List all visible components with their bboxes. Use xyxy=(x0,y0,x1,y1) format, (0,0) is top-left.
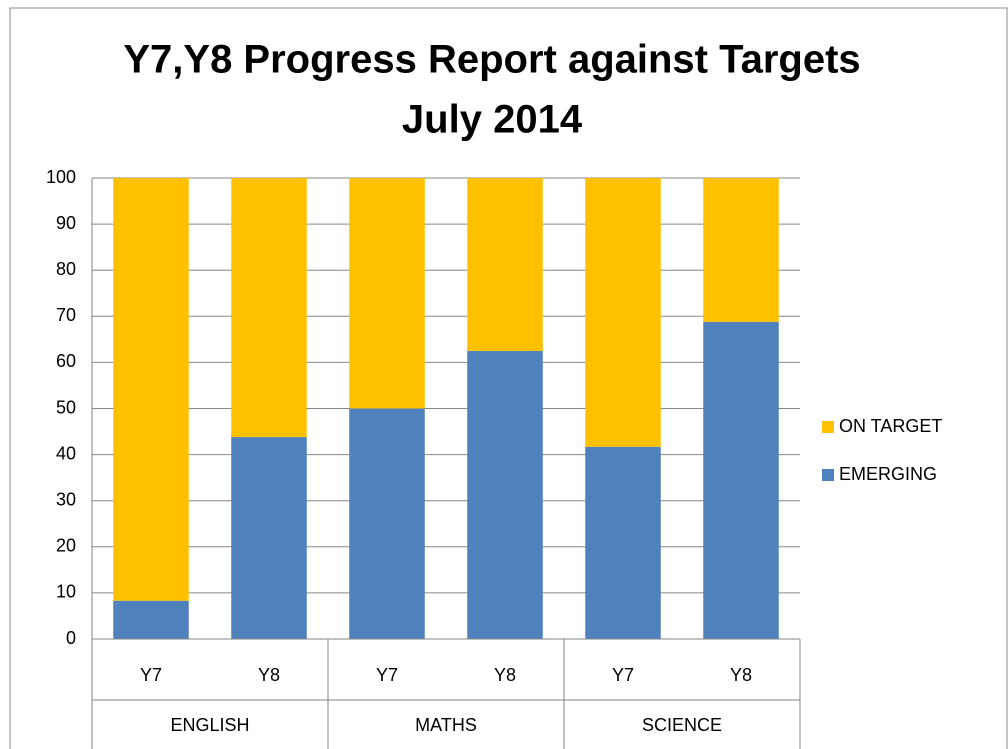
x-group-label: ENGLISH xyxy=(170,715,249,735)
y-tick-label: 80 xyxy=(56,259,76,279)
x-tick-label: Y7 xyxy=(376,665,398,685)
x-tick-label: Y7 xyxy=(612,665,634,685)
bar xyxy=(585,178,661,447)
bar xyxy=(467,350,543,639)
chart-title: July 2014 xyxy=(402,98,583,142)
x-group-label: SCIENCE xyxy=(642,715,722,735)
y-tick-label: 60 xyxy=(56,351,76,371)
chart-title: Y7,Y8 Progress Report against Targets xyxy=(123,38,860,82)
y-tick-label: 100 xyxy=(46,167,76,187)
bar xyxy=(349,178,425,409)
legend-swatch xyxy=(822,469,834,481)
bar xyxy=(349,408,425,639)
y-tick-label: 0 xyxy=(66,628,76,648)
x-tick-label: Y8 xyxy=(258,665,280,685)
legend-label: ON TARGET xyxy=(839,416,942,436)
bar xyxy=(585,446,661,639)
x-tick-label: Y7 xyxy=(140,665,162,685)
bar xyxy=(113,178,189,601)
x-tick-label: Y8 xyxy=(494,665,516,685)
x-tick-label: Y8 xyxy=(730,665,752,685)
bar xyxy=(467,178,543,351)
y-tick-label: 20 xyxy=(56,536,76,556)
bar xyxy=(703,178,779,322)
y-tick-label: 10 xyxy=(56,582,76,602)
y-tick-label: 30 xyxy=(56,489,76,509)
legend-swatch xyxy=(822,421,834,433)
y-tick-label: 50 xyxy=(56,397,76,417)
y-tick-label: 90 xyxy=(56,213,76,233)
x-group-label: MATHS xyxy=(415,715,477,735)
bar xyxy=(231,178,307,438)
bar xyxy=(703,321,779,639)
y-tick-label: 70 xyxy=(56,305,76,325)
bar xyxy=(231,437,307,639)
bar xyxy=(113,600,189,639)
y-tick-label: 40 xyxy=(56,443,76,463)
legend-label: EMERGING xyxy=(839,464,937,484)
